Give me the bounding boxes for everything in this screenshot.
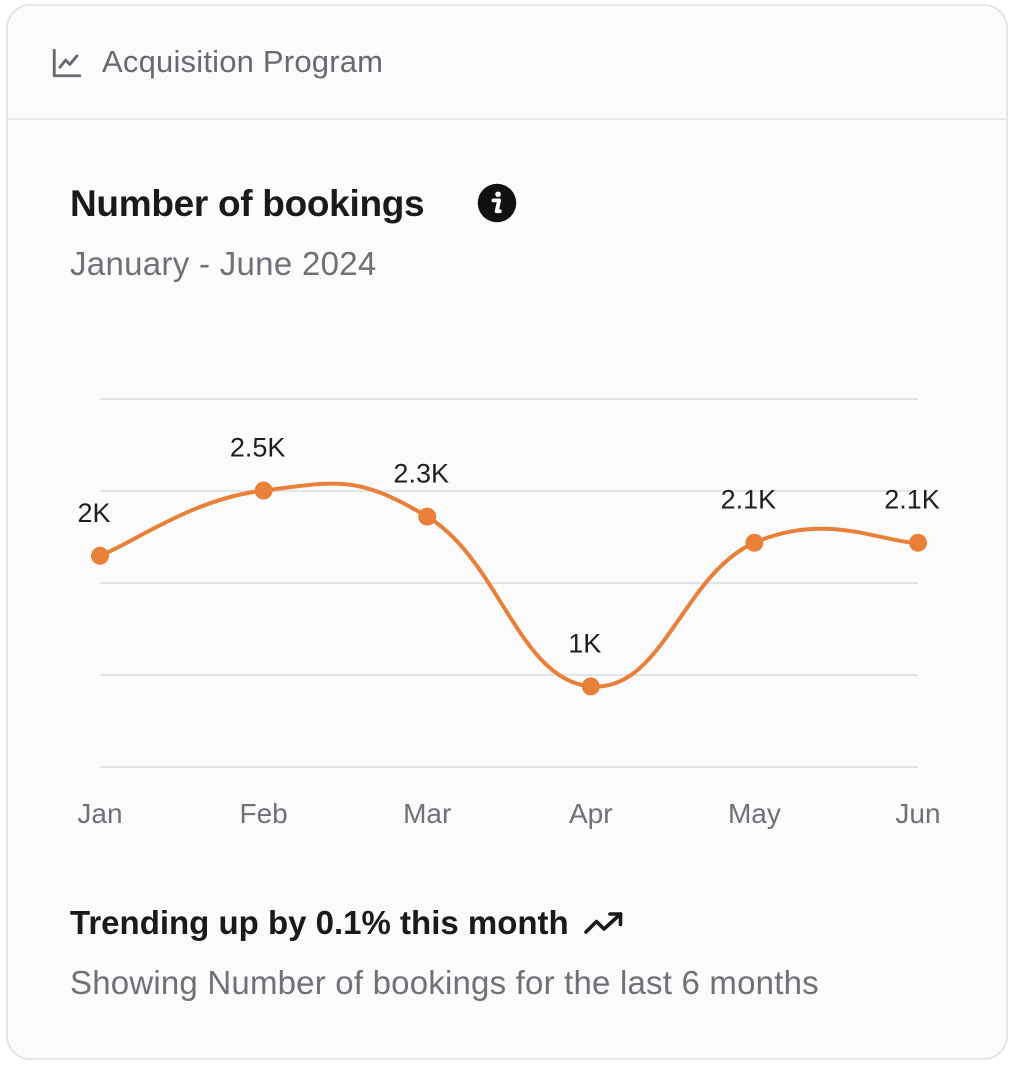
x-tick-jun: Jun xyxy=(895,798,940,829)
data-label-apr: 1K xyxy=(568,628,601,658)
trending-up-icon xyxy=(583,912,623,934)
data-point-apr[interactable] xyxy=(581,677,600,696)
series-line xyxy=(98,481,920,689)
footer-note: Showing Number of bookings for the last … xyxy=(70,964,819,1001)
data-label-jan: 2K xyxy=(77,498,110,528)
info-icon[interactable] xyxy=(476,182,518,224)
line-chart-icon xyxy=(52,48,82,78)
data-point-jun[interactable] xyxy=(909,533,927,552)
data-label-jun: 2.1K xyxy=(884,485,940,515)
x-tick-jan: Jan xyxy=(77,798,122,829)
data-point-may[interactable] xyxy=(745,533,764,552)
chart-title: Number of bookings xyxy=(70,183,425,224)
trend-text: Trending up by 0.1% this month xyxy=(70,904,569,941)
x-tick-feb: Feb xyxy=(239,798,287,829)
chart-card: Acquisition Program Number of bookings J… xyxy=(6,4,1008,1060)
data-point-jan[interactable] xyxy=(91,546,109,565)
bookings-line-chart: 2K 2.5K 2.3K 1K 2.1K 2.1K Jan Feb Mar Apr May Jun xyxy=(77,398,941,829)
x-tick-may: May xyxy=(728,798,781,829)
card-header: Acquisition Program xyxy=(8,6,1006,120)
x-tick-apr: Apr xyxy=(569,798,613,829)
data-label-mar: 2.3K xyxy=(393,459,449,489)
data-label-feb: 2.5K xyxy=(230,433,286,463)
chart-subtitle: January - June 2024 xyxy=(70,245,377,282)
data-point-feb[interactable] xyxy=(254,481,273,500)
trend-summary: Trending up by 0.1% this month xyxy=(70,900,625,946)
header-title: Acquisition Program xyxy=(102,44,384,79)
x-tick-mar: Mar xyxy=(403,798,451,829)
data-point-mar[interactable] xyxy=(418,507,437,526)
data-label-may: 2.1K xyxy=(721,485,777,515)
